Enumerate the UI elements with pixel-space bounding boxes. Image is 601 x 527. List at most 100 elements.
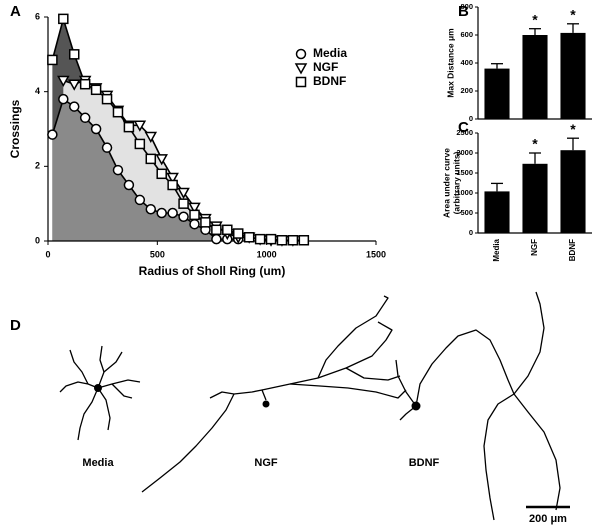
x-tick-label: NGF — [530, 239, 539, 256]
marker — [123, 121, 135, 133]
x-tick-label: 1000 — [257, 249, 277, 259]
scale-bar-label: 200 μm — [529, 513, 567, 525]
marker — [101, 142, 113, 153]
marker — [167, 207, 178, 219]
significance-label: * — [570, 7, 576, 23]
y-tick-label: 2000 — [456, 148, 473, 157]
legend-marker — [295, 76, 307, 88]
marker — [232, 228, 244, 239]
y-tick-label: 4 — [35, 86, 40, 96]
image-caption: Media — [82, 457, 114, 469]
marker — [155, 154, 168, 166]
y-tick-label: 2500 — [456, 128, 473, 137]
significance-label: * — [570, 121, 576, 137]
marker — [178, 211, 189, 222]
marker — [145, 204, 157, 215]
y-axis-label: Max Distance μm — [445, 28, 455, 98]
marker — [58, 13, 69, 25]
marker — [298, 235, 310, 246]
marker — [189, 218, 200, 230]
marker — [134, 194, 146, 206]
y-tick-label: 200 — [460, 86, 473, 95]
marker — [189, 209, 200, 221]
marker — [47, 129, 58, 140]
y-tick-label: 0 — [469, 114, 473, 123]
neuron-bdnf — [395, 291, 561, 521]
y-tick-label: 0 — [35, 235, 40, 245]
panel-letter: C — [458, 119, 469, 136]
bar — [522, 163, 548, 233]
y-tick-label: 1000 — [456, 188, 473, 197]
marker — [144, 131, 158, 144]
marker — [222, 224, 233, 236]
marker — [67, 79, 81, 91]
y-axis-label: Area under curve — [441, 148, 451, 218]
marker — [178, 198, 189, 209]
bar — [522, 35, 548, 119]
y-axis-label: Crossings — [8, 99, 22, 158]
marker — [112, 164, 124, 176]
legend-label: NGF — [313, 60, 338, 74]
marker — [211, 233, 222, 245]
image-caption: BDNF — [409, 457, 440, 469]
marker — [90, 84, 102, 96]
y-tick-label: 400 — [460, 58, 473, 67]
y-tick-label: 6 — [35, 11, 40, 21]
x-tick-label: BDNF — [568, 239, 577, 261]
marker — [254, 233, 266, 245]
marker — [177, 187, 190, 200]
marker — [243, 232, 255, 243]
marker — [156, 207, 167, 219]
marker — [211, 224, 222, 236]
y-tick-label: 2 — [35, 161, 40, 171]
marker — [79, 78, 91, 90]
marker — [123, 179, 135, 191]
panel-letter: A — [10, 3, 21, 20]
marker — [145, 153, 157, 165]
x-tick-label: 0 — [45, 249, 50, 259]
marker — [68, 101, 80, 112]
bar — [484, 68, 510, 119]
y-tick-label: 500 — [460, 208, 473, 217]
marker — [90, 123, 102, 135]
legend-label: Media — [313, 46, 347, 60]
marker — [79, 112, 91, 124]
marker — [68, 49, 80, 60]
bar — [560, 150, 586, 233]
image-caption: NGF — [254, 457, 278, 469]
neuron-tracings — [59, 291, 570, 521]
marker — [58, 93, 69, 105]
legend-marker — [294, 63, 308, 75]
marker — [57, 75, 70, 88]
y-tick-label: 1500 — [456, 168, 473, 177]
marker — [166, 172, 179, 185]
x-tick-label: 1500 — [366, 249, 386, 259]
marker — [47, 54, 58, 66]
neuron-media — [59, 345, 141, 441]
marker — [112, 106, 124, 118]
x-axis-label: Radius of Sholl Ring (um) — [139, 264, 286, 278]
legend-label: BDNF — [313, 74, 346, 88]
y-tick-label: 0 — [469, 228, 473, 237]
bar — [560, 32, 586, 119]
y-axis-label: (arbitrary units) — [451, 151, 461, 214]
panel-letter: B — [458, 3, 469, 20]
marker — [265, 233, 277, 245]
panel-letter: D — [10, 317, 21, 334]
marker — [200, 217, 211, 228]
legend-marker — [295, 48, 307, 60]
marker — [134, 138, 146, 150]
significance-label: * — [532, 136, 538, 152]
y-tick-label: 800 — [460, 2, 473, 11]
y-tick-label: 600 — [460, 30, 473, 39]
marker — [167, 179, 178, 191]
x-tick-label: Media — [492, 238, 501, 261]
x-tick-label: 500 — [150, 249, 165, 259]
marker — [276, 235, 288, 246]
significance-label: * — [532, 11, 538, 27]
marker — [101, 93, 113, 105]
neuron-ngf — [141, 295, 407, 493]
marker — [188, 202, 201, 214]
bar — [484, 191, 510, 233]
